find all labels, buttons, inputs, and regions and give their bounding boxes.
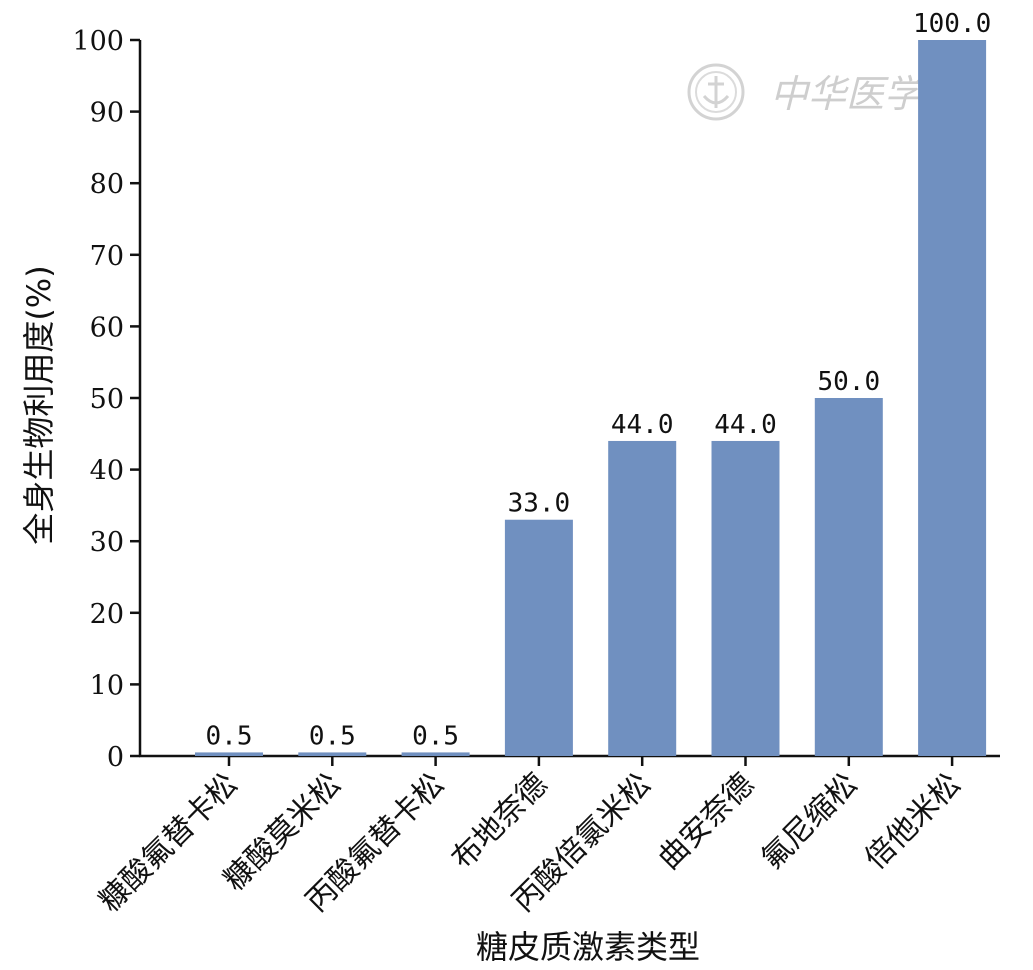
y-tick-label: 10: [90, 670, 124, 701]
x-tick-label: 倍他米松: [858, 767, 968, 877]
y-tick-label: 0: [107, 742, 124, 773]
bar-value-label: 50.0: [817, 367, 880, 397]
bar: [918, 40, 987, 756]
bar-value-label: 0.5: [206, 721, 253, 751]
x-tick-label: 糠酸氟替卡松: [93, 767, 245, 919]
bar: [298, 752, 367, 756]
x-axis-title: 糖皮质激素类型: [476, 928, 700, 966]
data-labels: 0.5 0.5 0.5 33.0 44.0 44.0 50.0 100.0: [206, 9, 992, 751]
y-tick-label: 50: [90, 384, 124, 415]
bar-value-label: 0.5: [412, 721, 459, 751]
y-tick-label: 20: [90, 599, 124, 630]
bar: [401, 752, 470, 756]
y-tick-label: 100: [72, 26, 124, 57]
bar-value-label: 44.0: [714, 410, 777, 440]
y-tick-label: 30: [90, 527, 124, 558]
x-tick-label: 曲安奈德: [652, 767, 762, 877]
bar: [608, 440, 677, 756]
y-axis-title: 全身生物利用度(%): [20, 265, 58, 544]
y-tick-label: 90: [90, 98, 124, 129]
y-tick-label: 70: [90, 241, 124, 272]
x-tick-label: 氟尼缩松: [755, 767, 865, 877]
y-tick-label: 60: [90, 312, 124, 343]
bar: [504, 519, 573, 756]
y-tick-label: 80: [90, 169, 124, 200]
y-tick-label: 40: [90, 456, 124, 487]
bar-value-label: 0.5: [309, 721, 356, 751]
bar-value-label: 44.0: [611, 410, 674, 440]
bars: [195, 40, 987, 756]
bar-value-label: 33.0: [508, 489, 571, 519]
watermark-seal-icon: [687, 63, 745, 121]
bar: [711, 440, 780, 756]
x-tick-label: 布地奈德: [445, 767, 555, 877]
y-ticks: 0 10 20 30 40 50 60 70 80 90 100: [72, 26, 140, 773]
bar-value-label: 100.0: [913, 9, 991, 39]
bar: [195, 752, 263, 756]
bar: [814, 398, 883, 756]
